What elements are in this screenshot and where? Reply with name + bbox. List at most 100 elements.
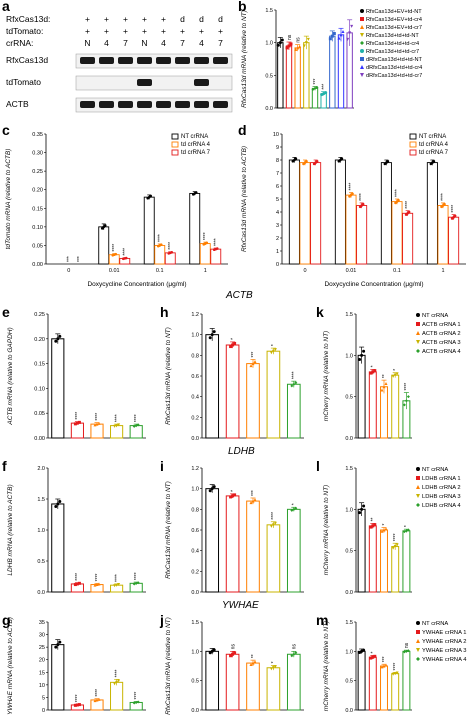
data-point [269, 351, 273, 355]
bar [210, 248, 222, 265]
y-axis-label: LDHB mRNA (relative to ACTB) [7, 484, 14, 575]
data-point [73, 703, 77, 707]
data-point [115, 424, 119, 428]
panel-letter-c: c [2, 122, 10, 138]
bar [246, 662, 260, 711]
y-tick-label: 30 [39, 633, 45, 639]
bar [337, 34, 345, 109]
data-point [337, 36, 341, 40]
panel-letter-l: l [316, 458, 320, 474]
bar [368, 525, 377, 593]
data-point [380, 388, 384, 392]
x-tick-label: 1 [204, 268, 207, 274]
bar [310, 162, 322, 265]
chart-g: 0 5 10 15 20 25 30 35 YWHAE mRNA (relative to AC… [7, 617, 146, 715]
x-tick-label: 1 [441, 268, 444, 274]
legend-marker [416, 331, 420, 335]
panel-letter-j: j [160, 612, 164, 628]
legend-label: YWHAE crRNA 3 [422, 648, 466, 654]
bar [189, 192, 201, 265]
significance-label: * [271, 661, 277, 663]
blot-row-label: RfxCas13d: [6, 14, 50, 24]
data-point [208, 336, 212, 340]
significance-label: ** [371, 517, 377, 521]
data-point [302, 44, 306, 48]
data-point [251, 661, 255, 665]
significance-label: **** [95, 573, 101, 581]
blot-lane-symbol: + [180, 26, 185, 36]
data-point [136, 700, 140, 704]
data-point [276, 43, 280, 47]
blot-lane-symbol: d [180, 14, 185, 24]
significance-label: **** [203, 232, 209, 240]
significance-label: **** [157, 234, 163, 242]
y-tick-label: 1.0 [345, 507, 353, 513]
bar [51, 338, 65, 439]
blot-lane-symbol: + [142, 14, 147, 24]
legend-marker [416, 621, 420, 625]
blot-band-tdtomato [194, 79, 209, 86]
bar [70, 422, 84, 439]
section-label-ldhb: LDHB [228, 446, 255, 457]
data-point [404, 649, 408, 653]
blot-band-label: RfxCas13d [6, 55, 48, 65]
data-point [407, 210, 411, 214]
data-point [351, 192, 354, 196]
legend-label: NT crRNA [419, 134, 446, 140]
y-tick-label: 2.0 [37, 466, 45, 472]
significance-label: **** [114, 414, 120, 422]
x-tick-label: 0 [67, 268, 70, 274]
legend-marker [416, 630, 420, 634]
y-tick-label: 0.15 [32, 206, 43, 212]
significance-label: **** [441, 193, 447, 201]
y-tick-label: 0.0 [265, 106, 273, 112]
data-point [296, 46, 300, 50]
y-tick-label: 0.4 [191, 549, 199, 555]
data-point [273, 348, 277, 352]
data-point [406, 395, 410, 399]
legend-label: td crRNA 7 [181, 150, 211, 156]
data-point [358, 357, 362, 361]
data-point [97, 582, 101, 586]
bar [199, 243, 211, 265]
data-point [362, 349, 366, 353]
data-point [298, 44, 302, 48]
y-axis-label: mCherry mRNA (relative to NT) [323, 621, 330, 711]
significance-label: **** [122, 248, 128, 256]
significance-label: **** [75, 412, 81, 420]
chart-k: 0.0 0.5 1.0 1.5 mCherry mRNA (relative to NT… [323, 312, 461, 442]
y-tick-label: 1.5 [345, 466, 353, 472]
blot-membrane [75, 75, 233, 91]
data-point [249, 663, 253, 667]
y-tick-label: 15 [39, 670, 45, 676]
significance-label: ** [382, 374, 388, 378]
western-blot: RfxCas13d: tdTomato: crRNA: + + N + +4 + +7 + + N + +4… [6, 14, 233, 113]
bar [98, 226, 110, 265]
y-tick-label: 20 [39, 658, 45, 664]
y-tick-label: 0.10 [32, 225, 43, 231]
y-tick-label: 1.2 [191, 466, 199, 472]
significance-label: *** [313, 79, 319, 85]
legend-label: ACTB crRNA 3 [422, 340, 461, 346]
blot-lane-symbol: 7 [218, 38, 223, 48]
chart-j: 0.0 0.5 1.0 1.5 RfxCas13d mRNA (relative to … [165, 617, 304, 715]
data-point [395, 543, 399, 547]
data-point [294, 157, 298, 160]
y-tick-label: 0.00 [34, 436, 45, 442]
bar [357, 508, 366, 593]
legend-marker [416, 349, 420, 353]
bar [225, 495, 240, 593]
blot-band-cas13d [194, 57, 209, 64]
legend-label: td crRNA 4 [419, 142, 449, 148]
y-tick-label: 0.6 [191, 528, 199, 534]
y-tick-label: 0.6 [191, 374, 199, 380]
x-tick-label: 0 [303, 268, 306, 274]
data-point [287, 44, 291, 48]
significance-label: **** [112, 244, 118, 252]
legend-label: LDHB crRNA 1 [422, 476, 461, 482]
blot-lane-symbol: + [161, 14, 166, 24]
y-tick-label: 0.30 [32, 151, 43, 157]
data-point [58, 640, 62, 644]
significance-label: **** [134, 692, 140, 700]
